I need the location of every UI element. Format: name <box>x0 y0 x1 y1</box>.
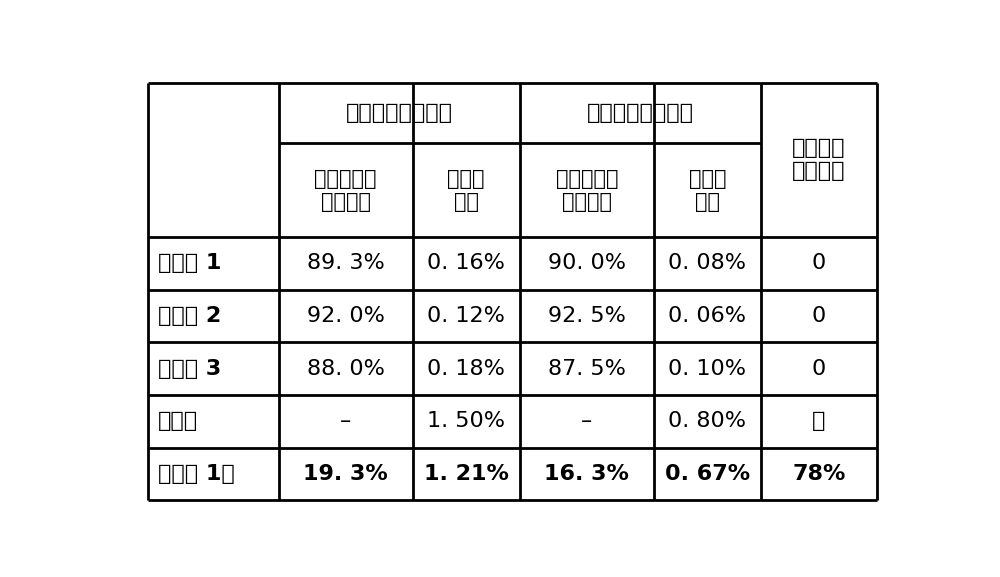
Text: 耗湿（宽度方向）: 耗湿（宽度方向） <box>587 103 694 123</box>
Text: 0: 0 <box>812 253 826 273</box>
Text: 尺寸变
化率: 尺寸变 化率 <box>447 168 485 212</box>
Text: 0. 18%: 0. 18% <box>427 359 505 379</box>
Text: 78%: 78% <box>792 464 846 484</box>
Text: 92. 0%: 92. 0% <box>307 306 385 326</box>
Text: 90. 0%: 90. 0% <box>548 253 626 273</box>
Text: 尺寸稳定性
提高程度: 尺寸稳定性 提高程度 <box>314 168 377 212</box>
Text: 0. 80%: 0. 80% <box>668 411 746 431</box>
Text: 实施例 1: 实施例 1 <box>158 253 221 273</box>
Text: 0. 08%: 0. 08% <box>668 253 746 273</box>
Text: 0. 12%: 0. 12% <box>427 306 505 326</box>
Text: –: – <box>340 411 351 431</box>
Text: 尺寸稳定性
提高程度: 尺寸稳定性 提高程度 <box>556 168 618 212</box>
Text: 0. 06%: 0. 06% <box>668 306 746 326</box>
Text: 88. 0%: 88. 0% <box>307 359 385 379</box>
Text: 16. 3%: 16. 3% <box>544 464 629 484</box>
Text: 0. 67%: 0. 67% <box>665 464 750 484</box>
Text: 87. 5%: 87. 5% <box>548 359 626 379</box>
Text: 19. 3%: 19. 3% <box>303 464 388 484</box>
Text: 尺寸变
化率: 尺寸变 化率 <box>689 168 726 212</box>
Text: 0. 16%: 0. 16% <box>427 253 505 273</box>
Text: 0: 0 <box>812 359 826 379</box>
Text: 89. 3%: 89. 3% <box>307 253 385 273</box>
Text: 1. 21%: 1. 21% <box>424 464 509 484</box>
Text: 实施例 2: 实施例 2 <box>158 306 221 326</box>
Text: 耗热（宽度方向）: 耗热（宽度方向） <box>346 103 453 123</box>
Text: 0: 0 <box>812 306 826 326</box>
Text: 实施例 3: 实施例 3 <box>158 359 221 379</box>
Text: 92. 5%: 92. 5% <box>548 306 626 326</box>
Text: –: – <box>581 411 592 431</box>
Text: 0. 10%: 0. 10% <box>668 359 746 379</box>
Text: 无: 无 <box>812 411 826 431</box>
Text: 压缩材吸
水回弹率: 压缩材吸 水回弹率 <box>792 138 846 181</box>
Text: 1. 50%: 1. 50% <box>427 411 505 431</box>
Text: 对比例: 对比例 <box>158 411 198 431</box>
Text: 实施例 1中: 实施例 1中 <box>158 464 234 484</box>
